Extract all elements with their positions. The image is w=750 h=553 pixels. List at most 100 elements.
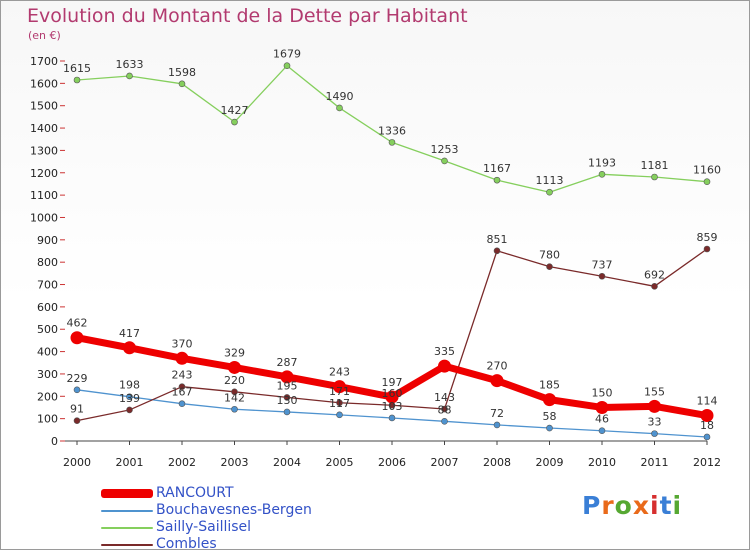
- legend-label: RANCOURT: [156, 485, 234, 501]
- data-point-rancourt: [438, 359, 451, 373]
- data-point-rancourt: [70, 331, 84, 345]
- data-label-rancourt: 270: [487, 360, 508, 373]
- x-tick-label: 2004: [273, 456, 301, 469]
- legend-swatch: [101, 510, 153, 512]
- data-point-bouchavesnes-bergen: [441, 418, 448, 425]
- x-tick-label: 2005: [326, 456, 354, 469]
- data-point-sailly-saillisel: [178, 80, 186, 88]
- data-point-combles: [441, 405, 448, 413]
- logo-letter: t: [659, 491, 673, 520]
- chart-title: Evolution du Montant de la Dette par Hab…: [27, 5, 468, 27]
- y-tick-label: 1700: [30, 55, 58, 68]
- data-point-rancourt: [543, 393, 556, 407]
- x-tick-label: 2000: [63, 456, 91, 469]
- data-label-combles: 91: [70, 403, 84, 416]
- data-point-combles: [651, 283, 658, 290]
- data-point-bouchavesnes-bergen: [336, 411, 343, 419]
- data-point-sailly-saillisel: [231, 118, 238, 126]
- data-label-combles: 692: [644, 268, 665, 281]
- data-point-combles: [178, 383, 186, 390]
- data-label-sailly-saillisel: 1336: [378, 124, 406, 137]
- data-point-rancourt: [385, 390, 399, 404]
- legend-swatch: [101, 544, 153, 546]
- data-point-bouchavesnes-bergen: [231, 405, 238, 413]
- data-label-sailly-saillisel: 1598: [168, 66, 196, 79]
- data-point-rancourt: [648, 399, 661, 413]
- data-label-bouchavesnes-bergen: 33: [648, 416, 662, 429]
- x-tick-label: 2012: [693, 456, 721, 469]
- x-tick-label: 2008: [483, 456, 511, 469]
- axes: 0 100 200 300 400 500 600 700 800 900 1000 1100 1200…: [30, 55, 721, 469]
- data-label-combles: 195: [277, 379, 298, 392]
- data-point-combles: [546, 263, 553, 270]
- data-label-sailly-saillisel: 1679: [273, 48, 301, 61]
- data-label-bouchavesnes-bergen: 18: [700, 419, 714, 432]
- legend-swatch: [101, 527, 153, 529]
- logo-letter: o: [614, 491, 633, 520]
- line-chart: 0 100 200 300 400 500 600 700 800 900 1000 1100 1200…: [30, 48, 721, 469]
- legend-swatch: [101, 489, 153, 498]
- data-label-rancourt: 335: [434, 345, 455, 358]
- y-tick-label: 1500: [30, 100, 58, 113]
- data-point-bouchavesnes-bergen: [651, 430, 658, 437]
- data-label-combles: 859: [697, 231, 718, 244]
- data-point-sailly-saillisel: [546, 188, 553, 196]
- x-tick-label: 2006: [378, 456, 406, 469]
- data-label-combles: 143: [434, 391, 455, 404]
- logo-letter: x: [632, 491, 650, 520]
- data-point-combles: [703, 245, 711, 253]
- data-label-combles: 171: [329, 385, 350, 398]
- legend-label: Combles: [156, 536, 217, 552]
- y-tick-label: 1200: [30, 167, 58, 180]
- logo-letter: i: [672, 491, 683, 520]
- x-tick-label: 2009: [536, 456, 564, 469]
- data-label-bouchavesnes-bergen: 167: [172, 386, 193, 399]
- data-label-rancourt: 197: [382, 376, 403, 389]
- data-label-bouchavesnes-bergen: 130: [277, 394, 298, 407]
- data-label-bouchavesnes-bergen: 229: [67, 372, 88, 385]
- data-label-combles: 139: [119, 392, 140, 405]
- data-point-combles: [598, 272, 606, 280]
- data-label-rancourt: 462: [67, 317, 88, 330]
- data-label-sailly-saillisel: 1167: [483, 162, 511, 175]
- data-label-combles: 780: [539, 249, 560, 262]
- data-label-bouchavesnes-bergen: 198: [119, 379, 140, 392]
- y-tick-label: 200: [37, 390, 58, 403]
- data-point-combles: [126, 406, 133, 414]
- data-label-sailly-saillisel: 1633: [116, 58, 144, 71]
- data-point-sailly-saillisel: [493, 176, 501, 184]
- y-tick-label: 1600: [30, 77, 58, 90]
- y-tick-label: 700: [37, 279, 58, 292]
- legend-label: Sailly-Saillisel: [156, 519, 252, 535]
- data-label-bouchavesnes-bergen: 103: [382, 400, 403, 413]
- data-point-bouchavesnes-bergen: [126, 393, 133, 401]
- data-label-rancourt: 114: [697, 395, 718, 408]
- y-tick-label: 600: [37, 301, 58, 314]
- data-point-combles: [493, 247, 501, 255]
- data-label-bouchavesnes-bergen: 58: [543, 410, 557, 423]
- data-point-combles: [73, 417, 81, 424]
- data-label-sailly-saillisel: 1160: [693, 164, 721, 177]
- data-label-bouchavesnes-bergen: 142: [224, 391, 245, 404]
- data-point-sailly-saillisel: [73, 76, 81, 84]
- data-point-bouchavesnes-bergen: [178, 400, 186, 407]
- data-label-rancourt: 417: [119, 327, 140, 340]
- data-label-rancourt: 185: [539, 379, 560, 392]
- data-label-combles: 160: [382, 387, 403, 400]
- x-tick-label: 2001: [116, 456, 144, 469]
- data-point-sailly-saillisel: [336, 104, 343, 112]
- data-label-sailly-saillisel: 1253: [431, 143, 459, 156]
- y-tick-label: 300: [37, 368, 58, 381]
- logo-letter: r: [601, 491, 615, 520]
- data-point-combles: [283, 394, 291, 401]
- y-tick-label: 100: [37, 413, 58, 426]
- data-label-bouchavesnes-bergen: 117: [329, 397, 350, 410]
- data-point-sailly-saillisel: [283, 62, 291, 69]
- data-label-rancourt: 243: [329, 366, 350, 379]
- data-point-rancourt: [280, 370, 294, 384]
- data-label-sailly-saillisel: 1113: [536, 174, 564, 187]
- data-labels: 229 198 167 142 130 117 103 88 72 58 46 33 18 1615 163…: [63, 48, 721, 432]
- data-point-rancourt: [700, 409, 714, 423]
- x-tick-label: 2011: [641, 456, 669, 469]
- x-tick-label: 2002: [168, 456, 196, 469]
